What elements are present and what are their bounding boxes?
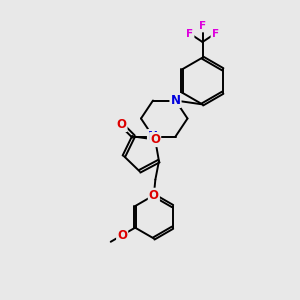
- Text: O: O: [150, 133, 160, 146]
- Text: O: O: [116, 118, 127, 131]
- Text: F: F: [199, 21, 206, 32]
- Text: F: F: [186, 28, 194, 39]
- Text: O: O: [117, 229, 127, 242]
- Text: N: N: [170, 94, 181, 107]
- Text: N: N: [148, 130, 158, 143]
- Text: F: F: [212, 28, 219, 39]
- Text: O: O: [149, 189, 159, 202]
